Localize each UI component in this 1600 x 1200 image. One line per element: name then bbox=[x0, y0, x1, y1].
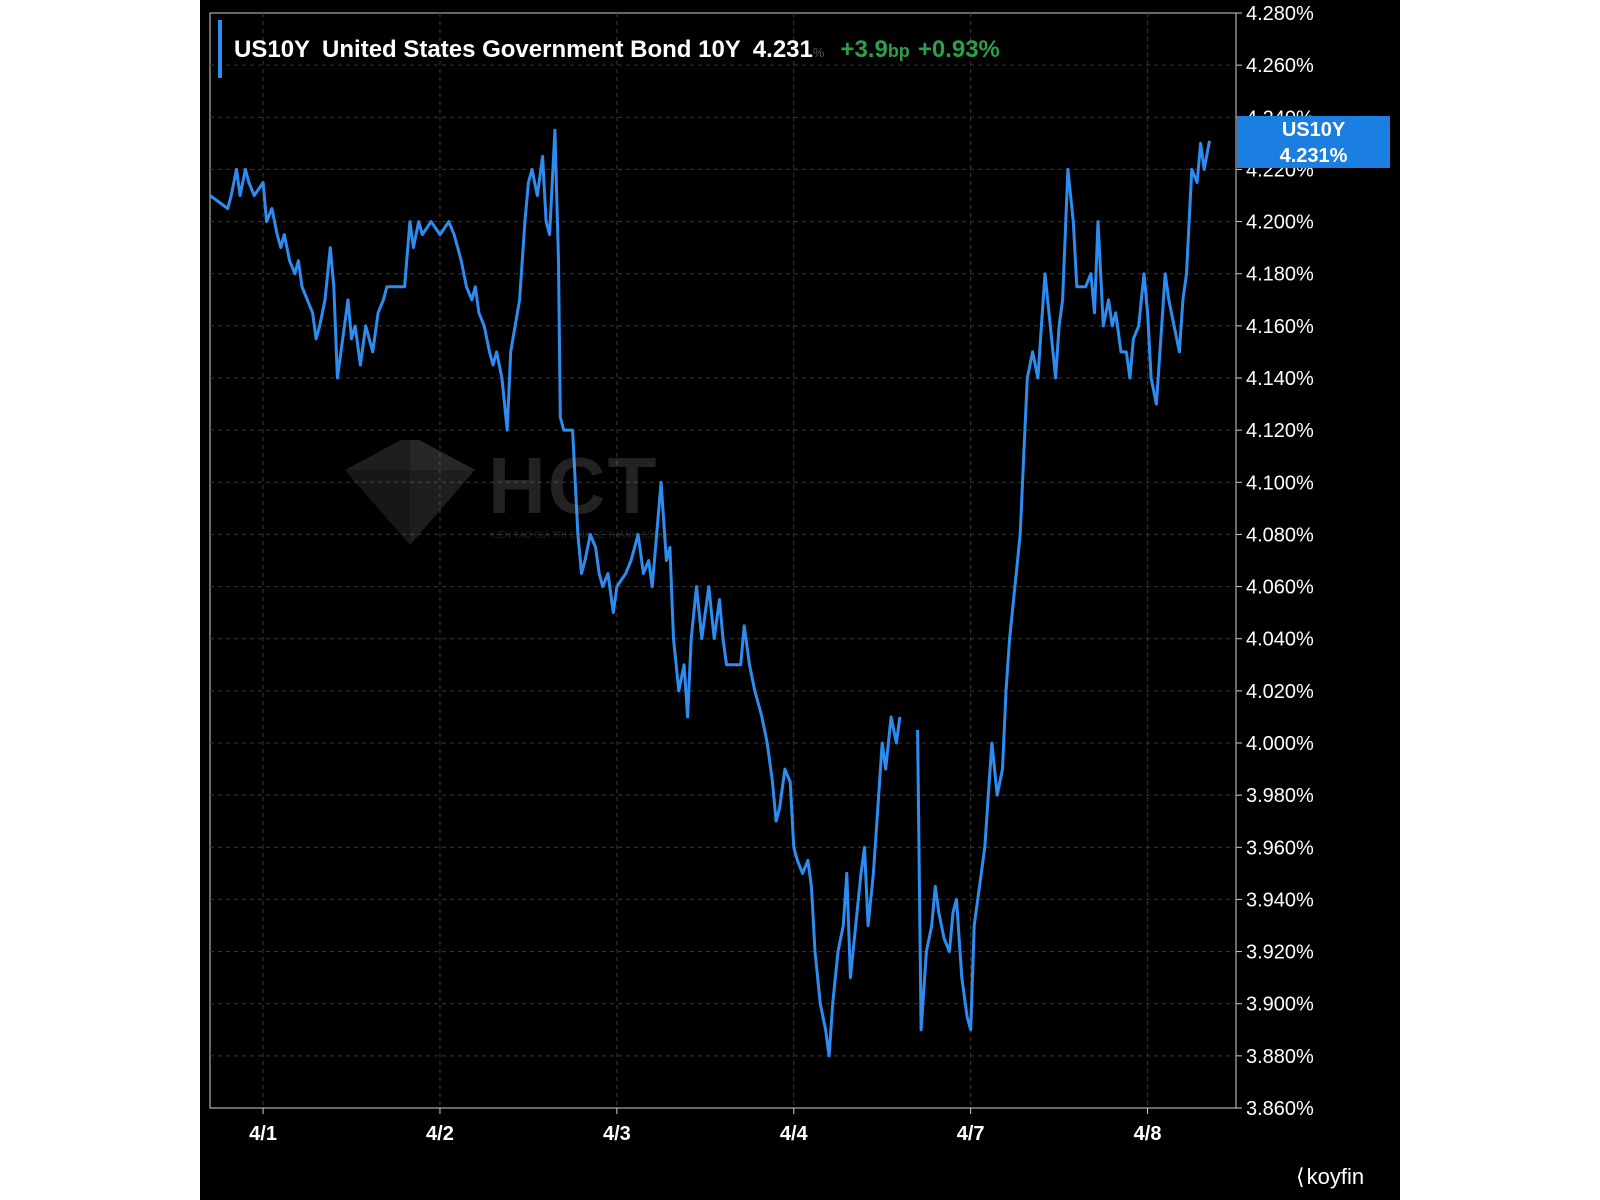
watermark-text: HCT bbox=[488, 441, 659, 530]
x-tick-label: 4/2 bbox=[426, 1123, 454, 1145]
x-tick-label: 4/8 bbox=[1134, 1123, 1162, 1145]
diamond-logo-icon bbox=[345, 440, 475, 545]
header-change: +3.9 bbox=[840, 36, 888, 63]
y-tick-label: 3.980% bbox=[1246, 785, 1314, 807]
badge-value: 4.231% bbox=[1279, 145, 1348, 167]
koyfin-brand: ⟨ koyfin bbox=[1296, 1164, 1364, 1190]
y-tick-label: 4.180% bbox=[1246, 264, 1314, 286]
brand-name: koyfin bbox=[1306, 1164, 1365, 1189]
y-tick-label: 4.280% bbox=[1246, 3, 1314, 25]
header-value-unit: % bbox=[812, 45, 825, 60]
header-accent-bar bbox=[218, 20, 222, 78]
series-line bbox=[916, 140, 1211, 1032]
watermark-tagline: KIẾN TẠO GIÁ TRỊ CHIA SẺ THÀNH CÔNG bbox=[490, 530, 668, 540]
y-tick-label: 4.160% bbox=[1246, 316, 1314, 338]
koyfin-logo-icon: ⟨ bbox=[1296, 1164, 1305, 1189]
y-tick-label: 3.920% bbox=[1246, 942, 1314, 964]
header-change-pct: +0.93% bbox=[917, 36, 1000, 63]
y-tick-label: 3.860% bbox=[1246, 1098, 1314, 1120]
x-tick-label: 4/7 bbox=[957, 1123, 985, 1145]
y-tick-label: 4.200% bbox=[1246, 212, 1314, 234]
header-name: United States Government Bond 10Y bbox=[322, 36, 741, 63]
y-tick-label: 4.020% bbox=[1246, 681, 1314, 703]
last-value-badge: US10Y 4.231% bbox=[1237, 116, 1390, 168]
plot-frame bbox=[209, 12, 1237, 1109]
y-tick-label: 4.260% bbox=[1246, 55, 1314, 77]
y-tick-label: 4.040% bbox=[1246, 629, 1314, 651]
x-tick-label: 4/3 bbox=[603, 1123, 631, 1145]
x-tick-label: 4/1 bbox=[249, 1123, 277, 1145]
x-tick-label: 4/4 bbox=[780, 1123, 809, 1145]
chart-header: US10Y United States Government Bond 10Y … bbox=[234, 36, 1000, 72]
y-tick-label: 4.080% bbox=[1246, 524, 1314, 546]
y-tick-label: 4.120% bbox=[1246, 420, 1314, 442]
header-symbol: US10Y bbox=[234, 36, 311, 63]
y-tick-label: 4.100% bbox=[1246, 472, 1314, 494]
header-change-unit: bp bbox=[887, 41, 910, 61]
hct-watermark: HCT KIẾN TẠO GIÁ TRỊ CHIA SẺ THÀNH CÔNG bbox=[340, 440, 720, 550]
y-tick-label: 4.140% bbox=[1246, 368, 1314, 390]
y-tick-label: 4.060% bbox=[1246, 577, 1314, 599]
header-value: 4.231 bbox=[752, 36, 813, 63]
series-line bbox=[209, 128, 902, 1058]
y-tick-label: 3.940% bbox=[1246, 889, 1314, 911]
chart-panel bbox=[200, 0, 1400, 1200]
y-tick-label: 3.900% bbox=[1246, 994, 1314, 1016]
y-tick-label: 3.880% bbox=[1246, 1046, 1314, 1068]
y-tick-label: 3.960% bbox=[1246, 837, 1314, 859]
y-tick-label: 4.000% bbox=[1246, 733, 1314, 755]
badge-symbol: US10Y bbox=[1281, 119, 1346, 141]
